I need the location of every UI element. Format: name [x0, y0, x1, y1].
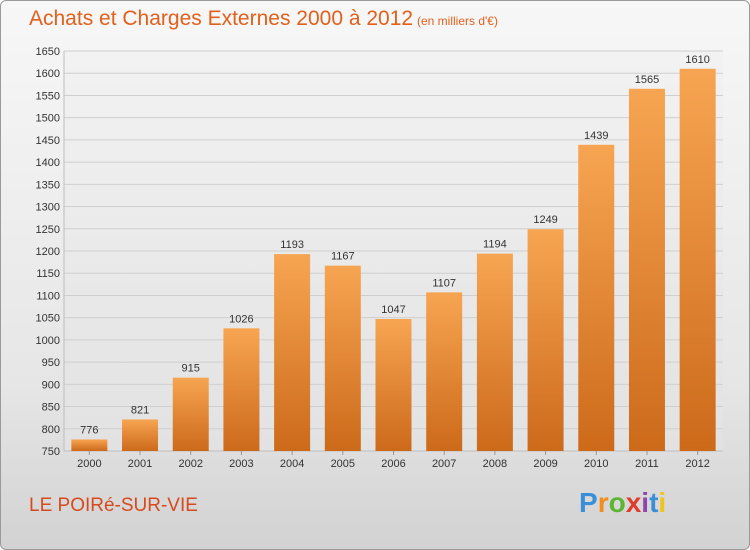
- bar-value-label: 1439: [584, 130, 608, 142]
- x-tick-label: 2012: [685, 458, 709, 470]
- bar-value-label: 915: [182, 363, 200, 375]
- bar-value-label: 1107: [432, 277, 456, 289]
- logo-letter: P: [579, 487, 598, 518]
- bar[interactable]: [122, 419, 159, 451]
- x-tick-label: 2002: [178, 458, 202, 470]
- bar-value-label: 1249: [533, 214, 557, 226]
- y-tick-label: 1250: [36, 224, 60, 236]
- y-tick-label: 750: [42, 446, 60, 458]
- bar-value-label: 821: [131, 404, 149, 416]
- y-tick-label: 1600: [36, 68, 60, 80]
- chart-subtitle: (en milliers d'€): [417, 14, 498, 28]
- y-tick-label: 800: [42, 424, 60, 436]
- y-tick-label: 1350: [36, 179, 60, 191]
- y-tick-label: 1550: [36, 90, 60, 102]
- bar-value-label: 1565: [635, 74, 659, 86]
- bar-value-label: 1047: [381, 304, 405, 316]
- x-tick-label: 2011: [635, 458, 659, 470]
- bar[interactable]: [223, 328, 260, 451]
- proxiti-logo[interactable]: Proxiti: [579, 487, 666, 519]
- y-tick-label: 1300: [36, 202, 60, 214]
- logo-letter: i: [658, 487, 667, 518]
- y-tick-label: 1200: [36, 246, 60, 258]
- bar[interactable]: [476, 253, 513, 451]
- y-tick-label: 950: [42, 357, 60, 369]
- x-tick-label: 2003: [229, 458, 253, 470]
- x-tick-label: 2007: [432, 458, 456, 470]
- bar[interactable]: [375, 319, 412, 451]
- logo-letter: t: [649, 487, 659, 518]
- bar[interactable]: [274, 254, 311, 451]
- y-tick-label: 1650: [36, 46, 60, 58]
- y-tick-label: 1050: [36, 313, 60, 325]
- y-tick-label: 900: [42, 379, 60, 391]
- bar[interactable]: [578, 144, 615, 451]
- y-tick-label: 850: [42, 402, 60, 414]
- bar[interactable]: [172, 377, 209, 451]
- x-tick-label: 2001: [128, 458, 152, 470]
- y-tick-label: 1100: [36, 290, 60, 302]
- logo-letter: r: [597, 487, 609, 518]
- bar[interactable]: [527, 229, 564, 451]
- x-tick-label: 2008: [483, 458, 507, 470]
- bar-value-label: 1167: [331, 251, 355, 263]
- chart-title: Achats et Charges Externes 2000 à 2012: [29, 7, 414, 30]
- y-tick-label: 1500: [36, 113, 60, 125]
- bar[interactable]: [679, 68, 716, 452]
- commune-name: LE POIRé-SUR-VIE: [29, 495, 198, 516]
- x-tick-label: 2006: [381, 458, 405, 470]
- bar-value-label: 1610: [685, 54, 709, 66]
- y-tick-label: 1000: [36, 335, 60, 347]
- y-tick-label: 1450: [36, 135, 60, 147]
- bar[interactable]: [324, 265, 361, 451]
- logo-letter: i: [641, 487, 650, 518]
- bar-value-label: 1026: [229, 313, 253, 325]
- x-tick-label: 2010: [584, 458, 608, 470]
- bar[interactable]: [71, 439, 108, 451]
- y-tick-label: 1400: [36, 157, 60, 169]
- bar-value-label: 1193: [280, 239, 304, 251]
- y-tick-label: 1150: [36, 268, 60, 280]
- x-tick-label: 2000: [77, 458, 101, 470]
- x-tick-label: 2009: [533, 458, 557, 470]
- bar[interactable]: [426, 292, 463, 451]
- logo-letter: x: [625, 487, 642, 518]
- bar-value-label: 776: [80, 424, 98, 436]
- x-tick-label: 2005: [331, 458, 355, 470]
- logo-letter: o: [608, 487, 626, 518]
- bar-value-label: 1194: [483, 239, 507, 251]
- bar[interactable]: [628, 88, 665, 452]
- x-tick-label: 2004: [280, 458, 304, 470]
